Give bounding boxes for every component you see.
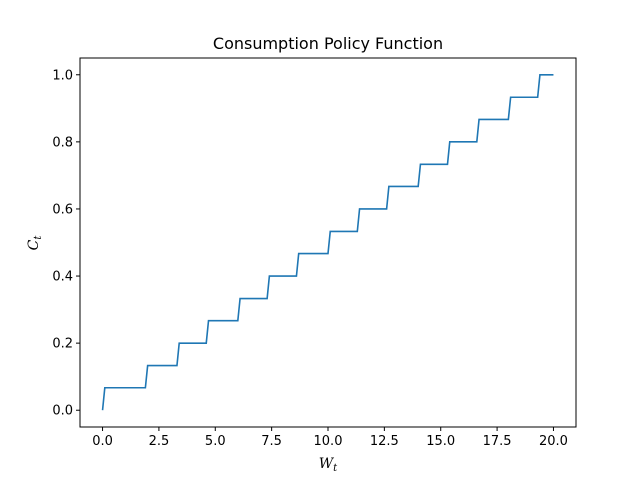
x-tick-label: 2.5 <box>149 434 170 449</box>
series-line <box>101 73 554 411</box>
x-tick-label: 7.5 <box>261 434 282 449</box>
x-tick-label: 0.0 <box>92 434 113 449</box>
x-axis-label-sub: t <box>333 463 338 474</box>
y-tick-label: 0.2 <box>52 337 73 352</box>
y-tick-label: 0.0 <box>52 404 73 419</box>
x-axis-label: Wt <box>319 456 338 474</box>
y-axis-label: Ct <box>26 235 44 251</box>
y-tick-label: 0.8 <box>52 135 73 150</box>
y-tick-label: 0.4 <box>52 270 73 285</box>
y-tick-label: 1.0 <box>52 68 73 83</box>
x-tick-label: 15.0 <box>426 434 455 449</box>
chart-title: Consumption Policy Function <box>213 34 443 53</box>
x-tick-label: 12.5 <box>370 434 399 449</box>
x-axis-label-base: W <box>319 456 335 472</box>
y-axis-label-base: C <box>26 239 42 250</box>
x-axis: 0.0 2.5 5.0 7.5 10.0 12.5 15.0 17.5 20.0 <box>92 427 568 449</box>
plot-area <box>79 57 577 428</box>
y-tick-label: 0.6 <box>52 202 73 217</box>
x-tick-label: 5.0 <box>205 434 226 449</box>
y-axis: 0.0 0.2 0.4 0.6 0.8 1.0 <box>52 68 80 419</box>
x-tick-label: 10.0 <box>314 434 343 449</box>
y-axis-label-sub: t <box>33 235 44 240</box>
plot-frame <box>79 57 577 428</box>
x-tick-label: 17.5 <box>483 434 512 449</box>
x-tick-label: 20.0 <box>539 434 568 449</box>
